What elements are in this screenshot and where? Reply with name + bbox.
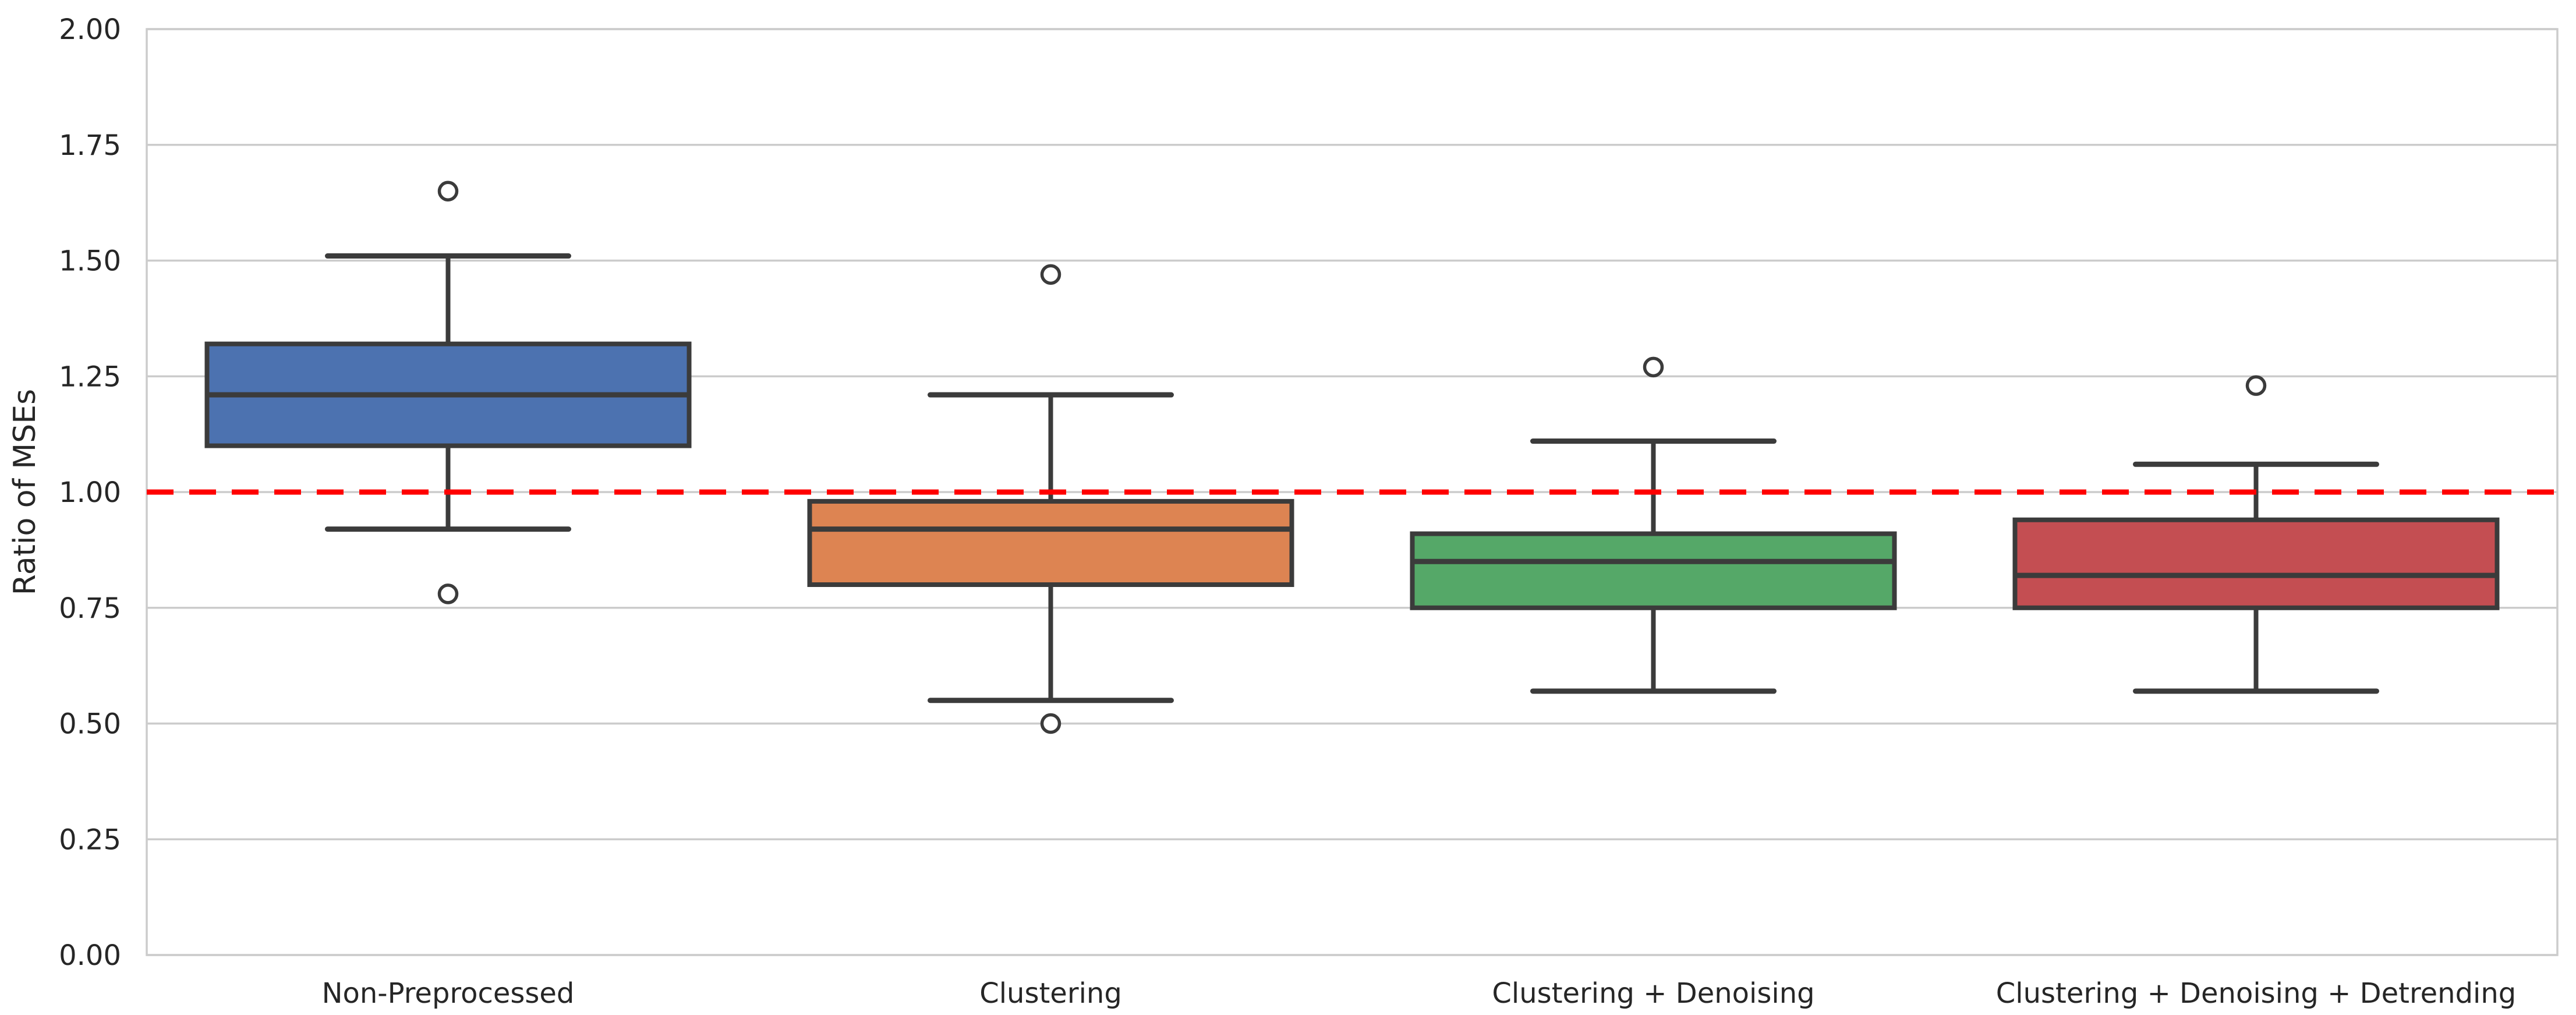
outlier-point <box>1040 264 1061 285</box>
y-tick-label: 2.00 <box>59 13 121 46</box>
y-axis-title: Ratio of MSEs <box>8 389 43 596</box>
outlier-point <box>1040 713 1061 734</box>
y-tick-label: 0.50 <box>59 708 121 741</box>
y-tick-label: 0.75 <box>59 592 121 625</box>
y-tick-label: 1.75 <box>59 129 121 162</box>
x-category-label: Clustering <box>979 977 1122 1010</box>
y-tick-label: 0.00 <box>59 939 121 972</box>
outlier-point <box>437 583 459 604</box>
outlier-point <box>2245 375 2267 396</box>
y-tick-label: 1.50 <box>59 245 121 278</box>
x-category-label: Clustering + Denoising <box>1492 977 1814 1010</box>
outlier-point <box>1643 356 1664 378</box>
x-category-label: Clustering + Denoising + Detrending <box>1996 977 2517 1010</box>
box-3 <box>1410 531 1897 610</box>
box-4 <box>2012 517 2500 610</box>
y-tick-label: 0.25 <box>59 823 121 856</box>
y-tick-label: 1.00 <box>59 476 121 509</box>
y-tick-label: 1.25 <box>59 360 121 393</box>
x-category-label: Non-Preprocessed <box>322 977 575 1010</box>
box-2 <box>807 498 1294 588</box>
outlier-point <box>437 181 459 201</box>
